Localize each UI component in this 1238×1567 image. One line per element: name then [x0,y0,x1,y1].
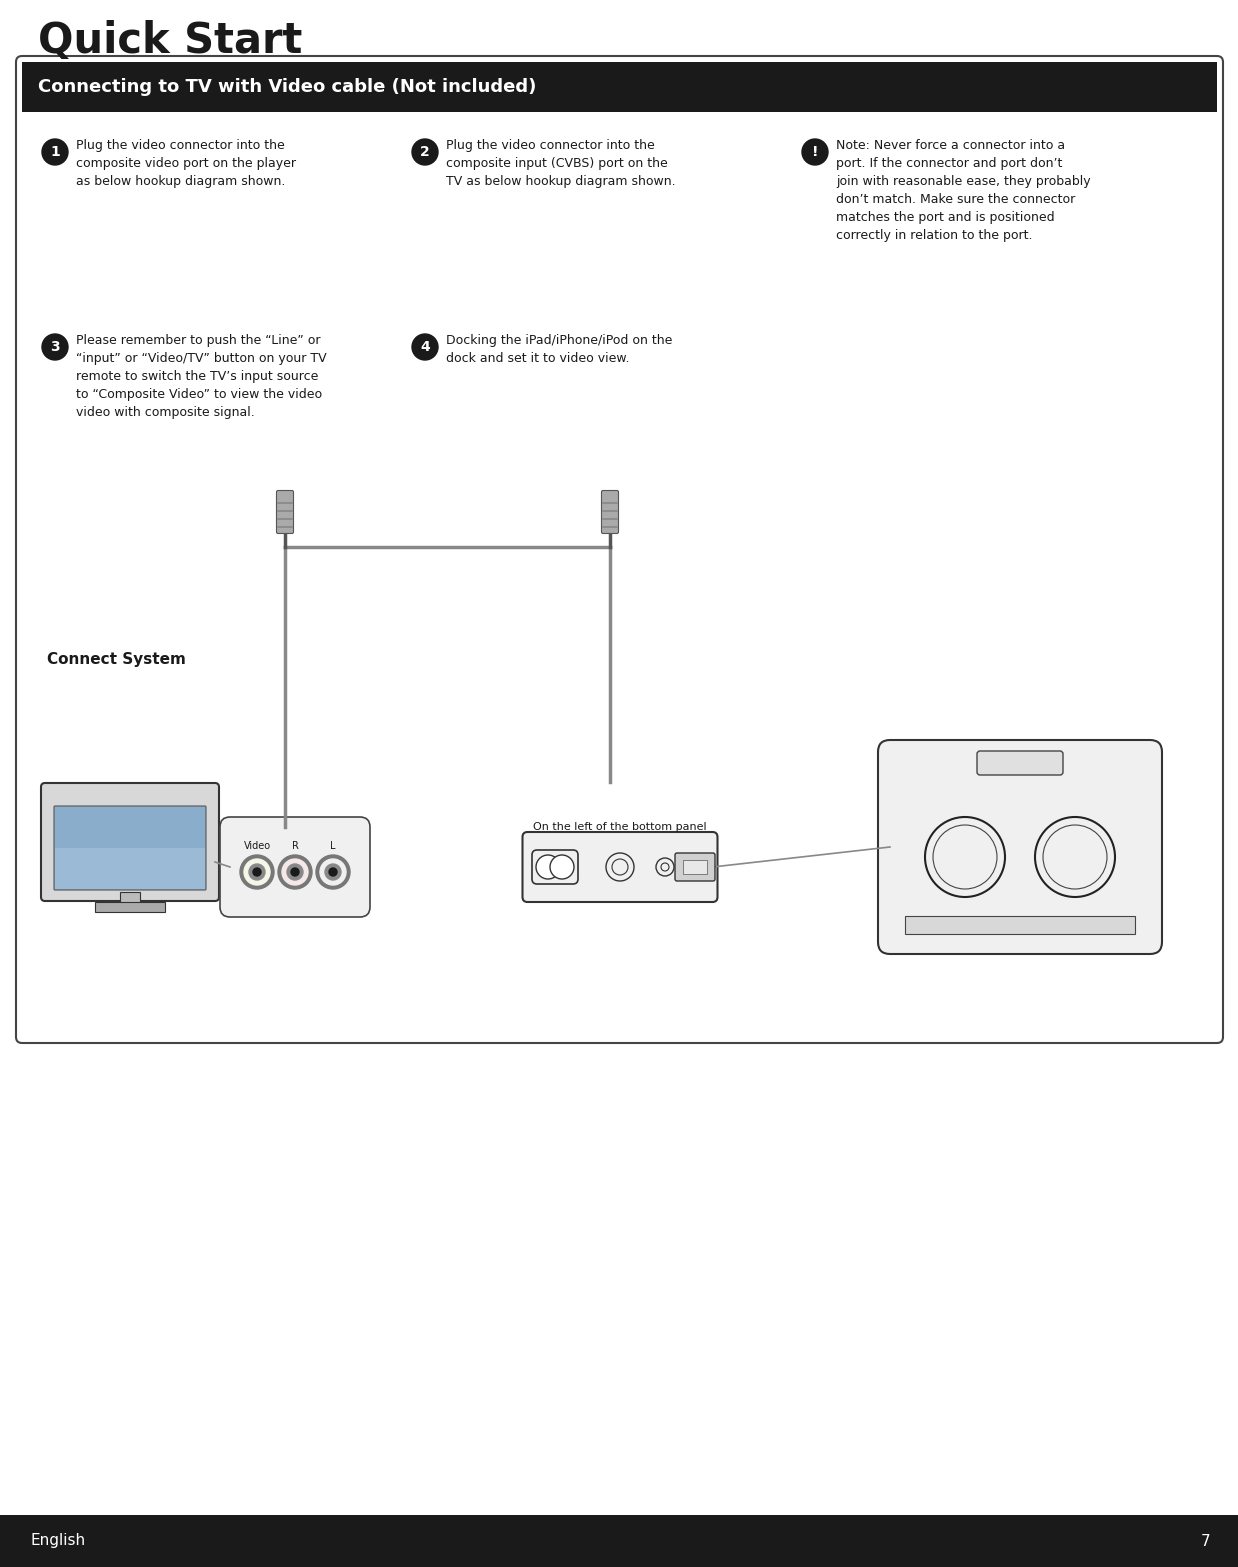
FancyBboxPatch shape [54,805,206,890]
Circle shape [412,334,438,360]
Circle shape [933,824,997,888]
Circle shape [661,863,669,871]
FancyBboxPatch shape [522,832,718,903]
FancyBboxPatch shape [977,751,1063,776]
Circle shape [412,139,438,165]
FancyBboxPatch shape [675,852,716,881]
Text: Please remember to push the “Line” or
“input” or “Video/TV” button on your TV
re: Please remember to push the “Line” or “i… [76,334,327,418]
Text: 4: 4 [420,340,430,354]
FancyBboxPatch shape [220,816,370,917]
Circle shape [925,816,1005,896]
Circle shape [612,859,628,874]
Text: 1: 1 [50,146,59,158]
Bar [95,903,165,912]
Text: Quick Start: Quick Start [38,20,302,63]
FancyBboxPatch shape [16,56,1223,1044]
Text: Connect System: Connect System [47,652,186,668]
Bar [22,63,1217,111]
FancyBboxPatch shape [41,784,219,901]
Circle shape [1042,824,1107,888]
FancyBboxPatch shape [276,490,293,533]
Circle shape [249,863,265,881]
Text: 7: 7 [1201,1534,1210,1548]
Circle shape [802,139,828,165]
Circle shape [291,868,300,876]
Text: !: ! [812,146,818,158]
Bar [0,1515,1238,1567]
FancyBboxPatch shape [878,740,1162,954]
Circle shape [605,852,634,881]
Circle shape [287,863,303,881]
Circle shape [316,856,350,888]
Text: 2: 2 [420,146,430,158]
Text: Plug the video connector into the
composite video port on the player
as below ho: Plug the video connector into the compos… [76,139,296,188]
Text: On the left of the bottom panel: On the left of the bottom panel [534,823,707,832]
Circle shape [319,859,345,885]
Bar [683,860,707,874]
Circle shape [253,868,261,876]
FancyBboxPatch shape [602,490,619,533]
Text: R: R [292,841,298,851]
Circle shape [244,859,270,885]
Circle shape [279,856,312,888]
Circle shape [536,856,560,879]
Bar [120,892,140,904]
Bar [905,917,1135,934]
Circle shape [42,334,68,360]
Text: 3: 3 [51,340,59,354]
Text: Docking the iPad/iPhone/iPod on the
dock and set it to video view.: Docking the iPad/iPhone/iPod on the dock… [446,334,672,365]
Circle shape [326,863,340,881]
Circle shape [282,859,308,885]
Circle shape [329,868,337,876]
Text: Note: Never force a connector into a
port. If the connector and port don’t
join : Note: Never force a connector into a por… [836,139,1091,241]
Circle shape [1035,816,1115,896]
Text: L: L [331,841,335,851]
Text: English: English [30,1534,85,1548]
Text: Video: Video [244,841,271,851]
FancyBboxPatch shape [54,848,206,888]
Circle shape [550,856,574,879]
Circle shape [240,856,274,888]
Text: Plug the video connector into the
composite input (CVBS) port on the
TV as below: Plug the video connector into the compos… [446,139,676,188]
Circle shape [42,139,68,165]
Circle shape [656,859,673,876]
Text: Connecting to TV with Video cable (Not included): Connecting to TV with Video cable (Not i… [38,78,536,96]
